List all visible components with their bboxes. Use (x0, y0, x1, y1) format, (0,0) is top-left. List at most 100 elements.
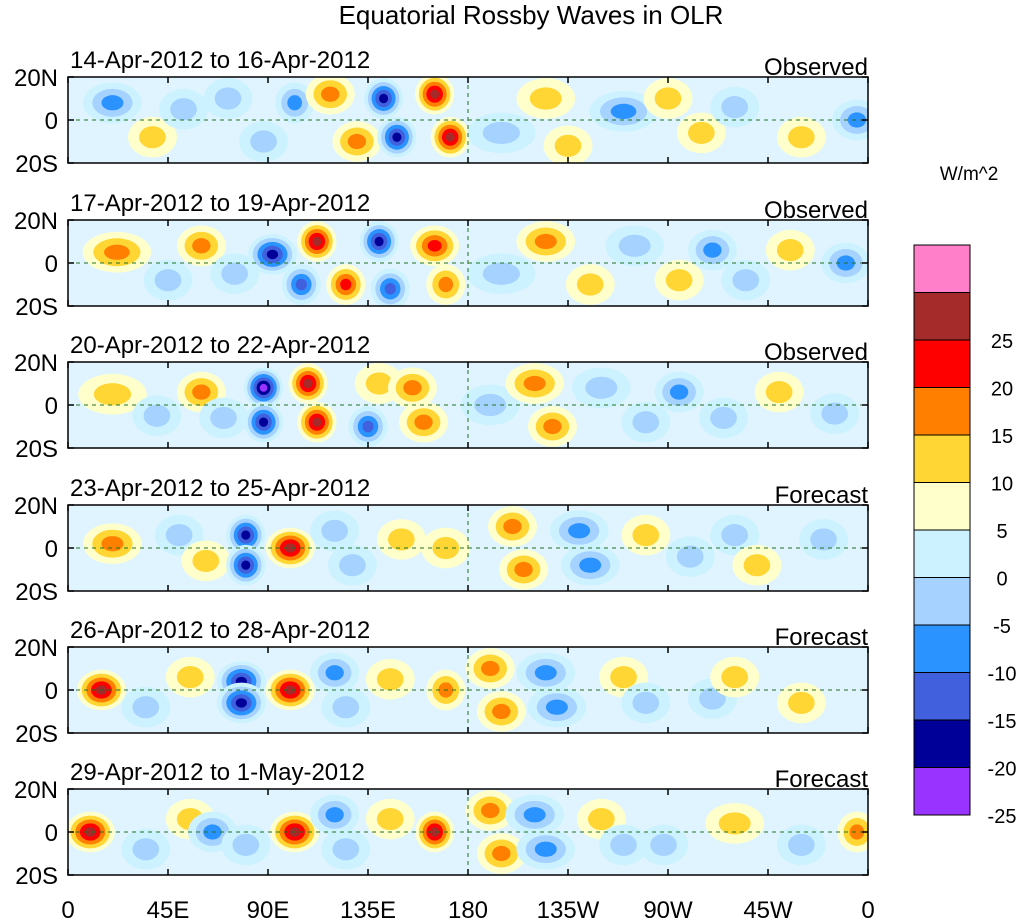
negative-anomaly (549, 510, 609, 552)
positive-anomaly (465, 790, 515, 831)
anomaly-contour (810, 528, 837, 551)
anomaly-contour (588, 808, 615, 831)
anomaly-contour (165, 524, 193, 547)
panel-date-range: 29-Apr-2012 to 1-May-2012 (70, 759, 365, 786)
latitude-label: 20N (14, 493, 58, 520)
anomaly-contour (703, 242, 722, 258)
longitude-label: 135W (537, 897, 600, 922)
anomaly-contour (312, 417, 322, 427)
colorbar-swatch (913, 577, 971, 626)
anomaly-contour (618, 234, 651, 257)
anomaly-contour (312, 236, 322, 247)
anomaly-contour (340, 278, 352, 291)
anomaly-contour (632, 691, 660, 714)
anomaly-contour (376, 668, 404, 691)
anomaly-contour (374, 236, 384, 247)
anomaly-contour (721, 524, 749, 547)
negative-anomaly (810, 393, 860, 434)
anomaly-contour (554, 134, 582, 157)
latitude-label: 0 (45, 820, 58, 847)
colorbar-label: -10 (988, 664, 1017, 686)
negative-anomaly (516, 652, 576, 694)
colorbar-swatch (913, 624, 971, 673)
anomaly-contour (482, 121, 520, 144)
negative-anomaly (121, 828, 171, 870)
latitude-label: 20S (15, 721, 58, 748)
positive-anomaly (365, 658, 415, 700)
negative-anomaly (665, 536, 715, 577)
anomaly-contour (482, 262, 520, 285)
anomaly-contour (492, 845, 511, 862)
anomaly-contour (576, 273, 604, 296)
colorbar-label: 20 (991, 379, 1013, 401)
anomaly-contour (101, 536, 124, 552)
latitude-label: 20N (14, 635, 58, 662)
longitude-label: 45W (743, 897, 793, 922)
positive-anomaly (376, 519, 426, 560)
anomaly-contour (650, 833, 677, 856)
latitude-label: 0 (45, 678, 58, 705)
positive-anomaly (654, 259, 704, 301)
anomaly-contour (143, 404, 171, 427)
anomaly-contour (232, 833, 260, 856)
anomaly-contour (665, 269, 693, 292)
positive-anomaly (181, 540, 231, 582)
anomaly-contour (503, 518, 522, 535)
positive-anomaly (754, 371, 804, 413)
anomaly-contour (379, 93, 389, 104)
anomaly-field (82, 221, 868, 306)
anomaly-contour (474, 393, 507, 417)
anomaly-contour (821, 402, 849, 425)
x-axis: 0 45E 90E 135E 180 135W 90W 45W 0 (61, 897, 874, 922)
positive-anomaly (776, 116, 826, 158)
colorbar: W/m^2 25 20 15 10 5 0 -5 -10 -15 -20 -25 (913, 164, 1017, 828)
anomaly-field (78, 363, 860, 447)
panel-5: 20N 0 20S 26-Apr-2012 to 28-Apr-2012 Forecas… (14, 617, 869, 748)
colorbar-label: -25 (988, 806, 1017, 828)
negative-anomaly (377, 116, 417, 158)
anomaly-contour (170, 98, 197, 121)
anomaly-contour (654, 87, 682, 110)
latitude-label: 0 (45, 393, 58, 420)
negative-anomaly (159, 88, 208, 130)
latitude-label: 0 (45, 108, 58, 135)
colorbar-swatch (913, 387, 971, 436)
positive-anomaly (265, 669, 315, 711)
colorbar-swatch (913, 672, 971, 721)
anomaly-contour (710, 406, 737, 429)
anomaly-contour (154, 269, 182, 292)
panel-1: 20N 0 20S 14-Apr-2012 to 16-Apr-2012 Observe… (14, 47, 869, 178)
anomaly-field (83, 506, 848, 590)
anomaly-contour (321, 519, 348, 542)
negative-anomaly (226, 514, 266, 556)
anomaly-contour (303, 378, 313, 389)
panel-status: Observed (764, 54, 868, 81)
panel-status: Forecast (775, 766, 869, 793)
positive-anomaly (176, 225, 226, 267)
negative-anomaly (370, 268, 410, 306)
colorbar-swatch (913, 719, 971, 768)
panel-date-range: 20-Apr-2012 to 22-Apr-2012 (70, 332, 370, 359)
anomaly-contour (332, 838, 360, 861)
negative-anomaly (239, 121, 288, 162)
latitude-label: 20S (15, 436, 58, 463)
anomaly-contour (514, 561, 533, 578)
colorbar-label: 10 (991, 474, 1013, 496)
positive-anomaly (176, 371, 226, 413)
colorbar-swatch (913, 767, 971, 816)
anomaly-contour (718, 812, 751, 835)
positive-anomaly (415, 811, 455, 853)
negative-anomaly (321, 686, 371, 728)
positive-anomaly (705, 803, 765, 844)
anomaly-contour (295, 278, 307, 291)
negative-anomaly (248, 234, 297, 275)
anomaly-contour (585, 376, 618, 399)
anomaly-contour (284, 543, 296, 553)
positive-anomaly (465, 648, 515, 689)
anomaly-contour (339, 554, 366, 577)
colorbar-swatch (913, 244, 971, 293)
anomaly-contour (365, 372, 393, 395)
negative-anomaly (516, 828, 576, 870)
negative-anomaly (621, 682, 671, 724)
longitude-label: 45E (147, 897, 190, 922)
